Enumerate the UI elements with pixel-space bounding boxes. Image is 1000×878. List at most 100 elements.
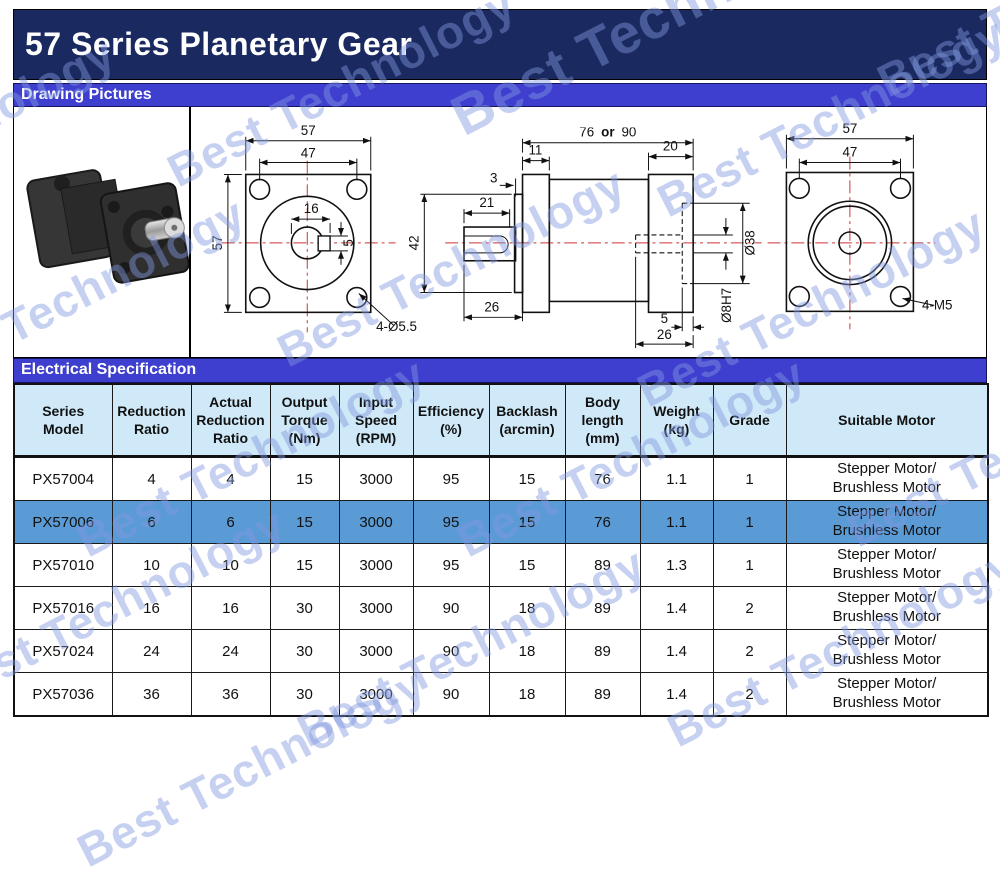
cell-body-length: 89 bbox=[564, 629, 641, 673]
cell-actual-reduction-ratio: 6 bbox=[190, 500, 271, 544]
cell-efficiency: 95 bbox=[412, 500, 490, 544]
dim-rear-width: 57 bbox=[842, 121, 857, 136]
cell-output-torque: 30 bbox=[269, 672, 340, 717]
cell-weight: 1.1 bbox=[639, 456, 714, 501]
col-header-grade: Grade bbox=[712, 383, 787, 458]
cell-body-length: 89 bbox=[564, 672, 641, 717]
dim-key-height: 5 bbox=[341, 239, 356, 246]
section-header-drawing-pictures: Drawing Pictures bbox=[13, 83, 987, 107]
table-row: PX57004 4 4 15 3000 95 15 76 1.1 1 Stepp… bbox=[13, 456, 989, 501]
col-header-backlash: Backlash (arcmin) bbox=[488, 383, 566, 458]
col-header-efficiency: Efficiency (%) bbox=[412, 383, 490, 458]
cell-actual-reduction-ratio: 24 bbox=[190, 629, 271, 673]
cell-series-model: PX57010 bbox=[13, 543, 113, 587]
table-row: PX57010 10 10 15 3000 95 15 89 1.3 1 Ste… bbox=[13, 543, 989, 587]
dim-total-length: 76 or 90 bbox=[579, 125, 636, 140]
technical-drawing: 57 47 57 16 5 bbox=[210, 121, 952, 349]
cell-efficiency: 90 bbox=[412, 672, 490, 717]
cell-backlash: 18 bbox=[488, 672, 566, 717]
cell-actual-reduction-ratio: 4 bbox=[190, 456, 271, 501]
cell-input-speed: 3000 bbox=[338, 629, 414, 673]
table-row: PX57016 16 16 30 3000 90 18 89 1.4 2 Ste… bbox=[13, 586, 989, 630]
cell-input-speed: 3000 bbox=[338, 672, 414, 717]
cell-backlash: 15 bbox=[488, 500, 566, 544]
cell-body-length: 89 bbox=[564, 543, 641, 587]
cell-suitable-motor: Stepper Motor/ Brushless Motor bbox=[785, 672, 989, 717]
table-header-row: Series Model Reduction Ratio Actual Redu… bbox=[13, 383, 989, 458]
cell-series-model: PX57024 bbox=[13, 629, 113, 673]
cell-backlash: 15 bbox=[488, 456, 566, 501]
cell-grade: 1 bbox=[712, 456, 787, 501]
cell-series-model: PX57006 bbox=[13, 500, 113, 544]
drawing-pictures-section: 57 47 57 16 5 bbox=[13, 107, 987, 358]
dim-boss-depth: 5 bbox=[661, 311, 668, 326]
cell-grade: 1 bbox=[712, 500, 787, 544]
dim-total-length-or: or bbox=[601, 125, 614, 140]
dim-rear-flange-depth: 20 bbox=[663, 139, 678, 154]
cell-grade: 2 bbox=[712, 672, 787, 717]
dim-rear-bolt-spacing: 47 bbox=[842, 145, 857, 160]
cell-reduction-ratio: 36 bbox=[111, 672, 192, 717]
col-header-input-speed: Input Speed (RPM) bbox=[338, 383, 414, 458]
cell-grade: 2 bbox=[712, 629, 787, 673]
cell-efficiency: 90 bbox=[412, 629, 490, 673]
dim-front-width: 57 bbox=[301, 123, 316, 138]
cell-suitable-motor: Stepper Motor/ Brushless Motor bbox=[785, 543, 989, 587]
gearbox-image bbox=[26, 169, 190, 284]
cell-output-torque: 15 bbox=[269, 543, 340, 587]
label-front-holes: 4-Ø5.5 bbox=[376, 319, 417, 334]
dim-shaft-total-length: 26 bbox=[484, 299, 499, 314]
cell-reduction-ratio: 16 bbox=[111, 586, 192, 630]
dim-plate-thickness: 3 bbox=[490, 170, 497, 185]
col-header-output-torque: Output Torque (Nm) bbox=[269, 383, 340, 458]
cell-actual-reduction-ratio: 36 bbox=[190, 672, 271, 717]
cell-reduction-ratio: 24 bbox=[111, 629, 192, 673]
cell-suitable-motor: Stepper Motor/ Brushless Motor bbox=[785, 500, 989, 544]
technical-drawing-cell: 57 47 57 16 5 bbox=[191, 107, 986, 357]
cell-efficiency: 95 bbox=[412, 456, 490, 501]
col-header-series-model: Series Model bbox=[13, 383, 113, 458]
dim-total-length-a: 76 bbox=[579, 125, 594, 140]
cell-weight: 1.4 bbox=[639, 629, 714, 673]
section-header-electrical-specification: Electrical Specification bbox=[13, 358, 987, 383]
cell-input-speed: 3000 bbox=[338, 586, 414, 630]
cell-input-speed: 3000 bbox=[338, 500, 414, 544]
cell-suitable-motor: Stepper Motor/ Brushless Motor bbox=[785, 456, 989, 501]
cell-grade: 1 bbox=[712, 543, 787, 587]
page-title: 57 Series Planetary Gear bbox=[13, 9, 987, 80]
cell-reduction-ratio: 6 bbox=[111, 500, 192, 544]
cell-body-length: 76 bbox=[564, 456, 641, 501]
cell-weight: 1.3 bbox=[639, 543, 714, 587]
dim-front-flange-depth: 11 bbox=[528, 143, 542, 158]
label-rear-holes: 4-M5 bbox=[922, 297, 952, 312]
cell-backlash: 15 bbox=[488, 543, 566, 587]
cell-series-model: PX57036 bbox=[13, 672, 113, 717]
cell-series-model: PX57004 bbox=[13, 456, 113, 501]
cell-input-speed: 3000 bbox=[338, 456, 414, 501]
table-row: PX57024 24 24 30 3000 90 18 89 1.4 2 Ste… bbox=[13, 629, 989, 673]
table-row-highlighted: PX57006 6 6 15 3000 95 15 76 1.1 1 Stepp… bbox=[13, 500, 989, 544]
gearbox-photo bbox=[26, 169, 190, 284]
cell-reduction-ratio: 10 bbox=[111, 543, 192, 587]
cell-suitable-motor: Stepper Motor/ Brushless Motor bbox=[785, 586, 989, 630]
cell-output-torque: 30 bbox=[269, 586, 340, 630]
cell-body-length: 76 bbox=[564, 500, 641, 544]
side-view-drawing: 21 3 11 76 or 90 20 bbox=[406, 125, 762, 349]
col-header-body-length: Body length (mm) bbox=[564, 383, 641, 458]
col-header-actual-reduction-ratio: Actual Reduction Ratio bbox=[190, 383, 271, 458]
cell-suitable-motor: Stepper Motor/ Brushless Motor bbox=[785, 629, 989, 673]
electrical-specification-table: Series Model Reduction Ratio Actual Redu… bbox=[13, 383, 989, 717]
cell-actual-reduction-ratio: 10 bbox=[190, 543, 271, 587]
col-header-weight: Weight (kg) bbox=[639, 383, 714, 458]
dim-shaft-length: 21 bbox=[479, 195, 494, 210]
cell-series-model: PX57016 bbox=[13, 586, 113, 630]
dim-hub-width: 16 bbox=[304, 201, 319, 216]
cell-efficiency: 95 bbox=[412, 543, 490, 587]
cell-input-speed: 3000 bbox=[338, 543, 414, 587]
dim-front-bolt-spacing: 47 bbox=[301, 146, 316, 161]
dim-rear-length: 26 bbox=[657, 327, 672, 342]
cell-output-torque: 30 bbox=[269, 629, 340, 673]
cell-grade: 2 bbox=[712, 586, 787, 630]
table-row: PX57036 36 36 30 3000 90 18 89 1.4 2 Ste… bbox=[13, 672, 989, 717]
dim-flange-height: 42 bbox=[406, 235, 421, 250]
